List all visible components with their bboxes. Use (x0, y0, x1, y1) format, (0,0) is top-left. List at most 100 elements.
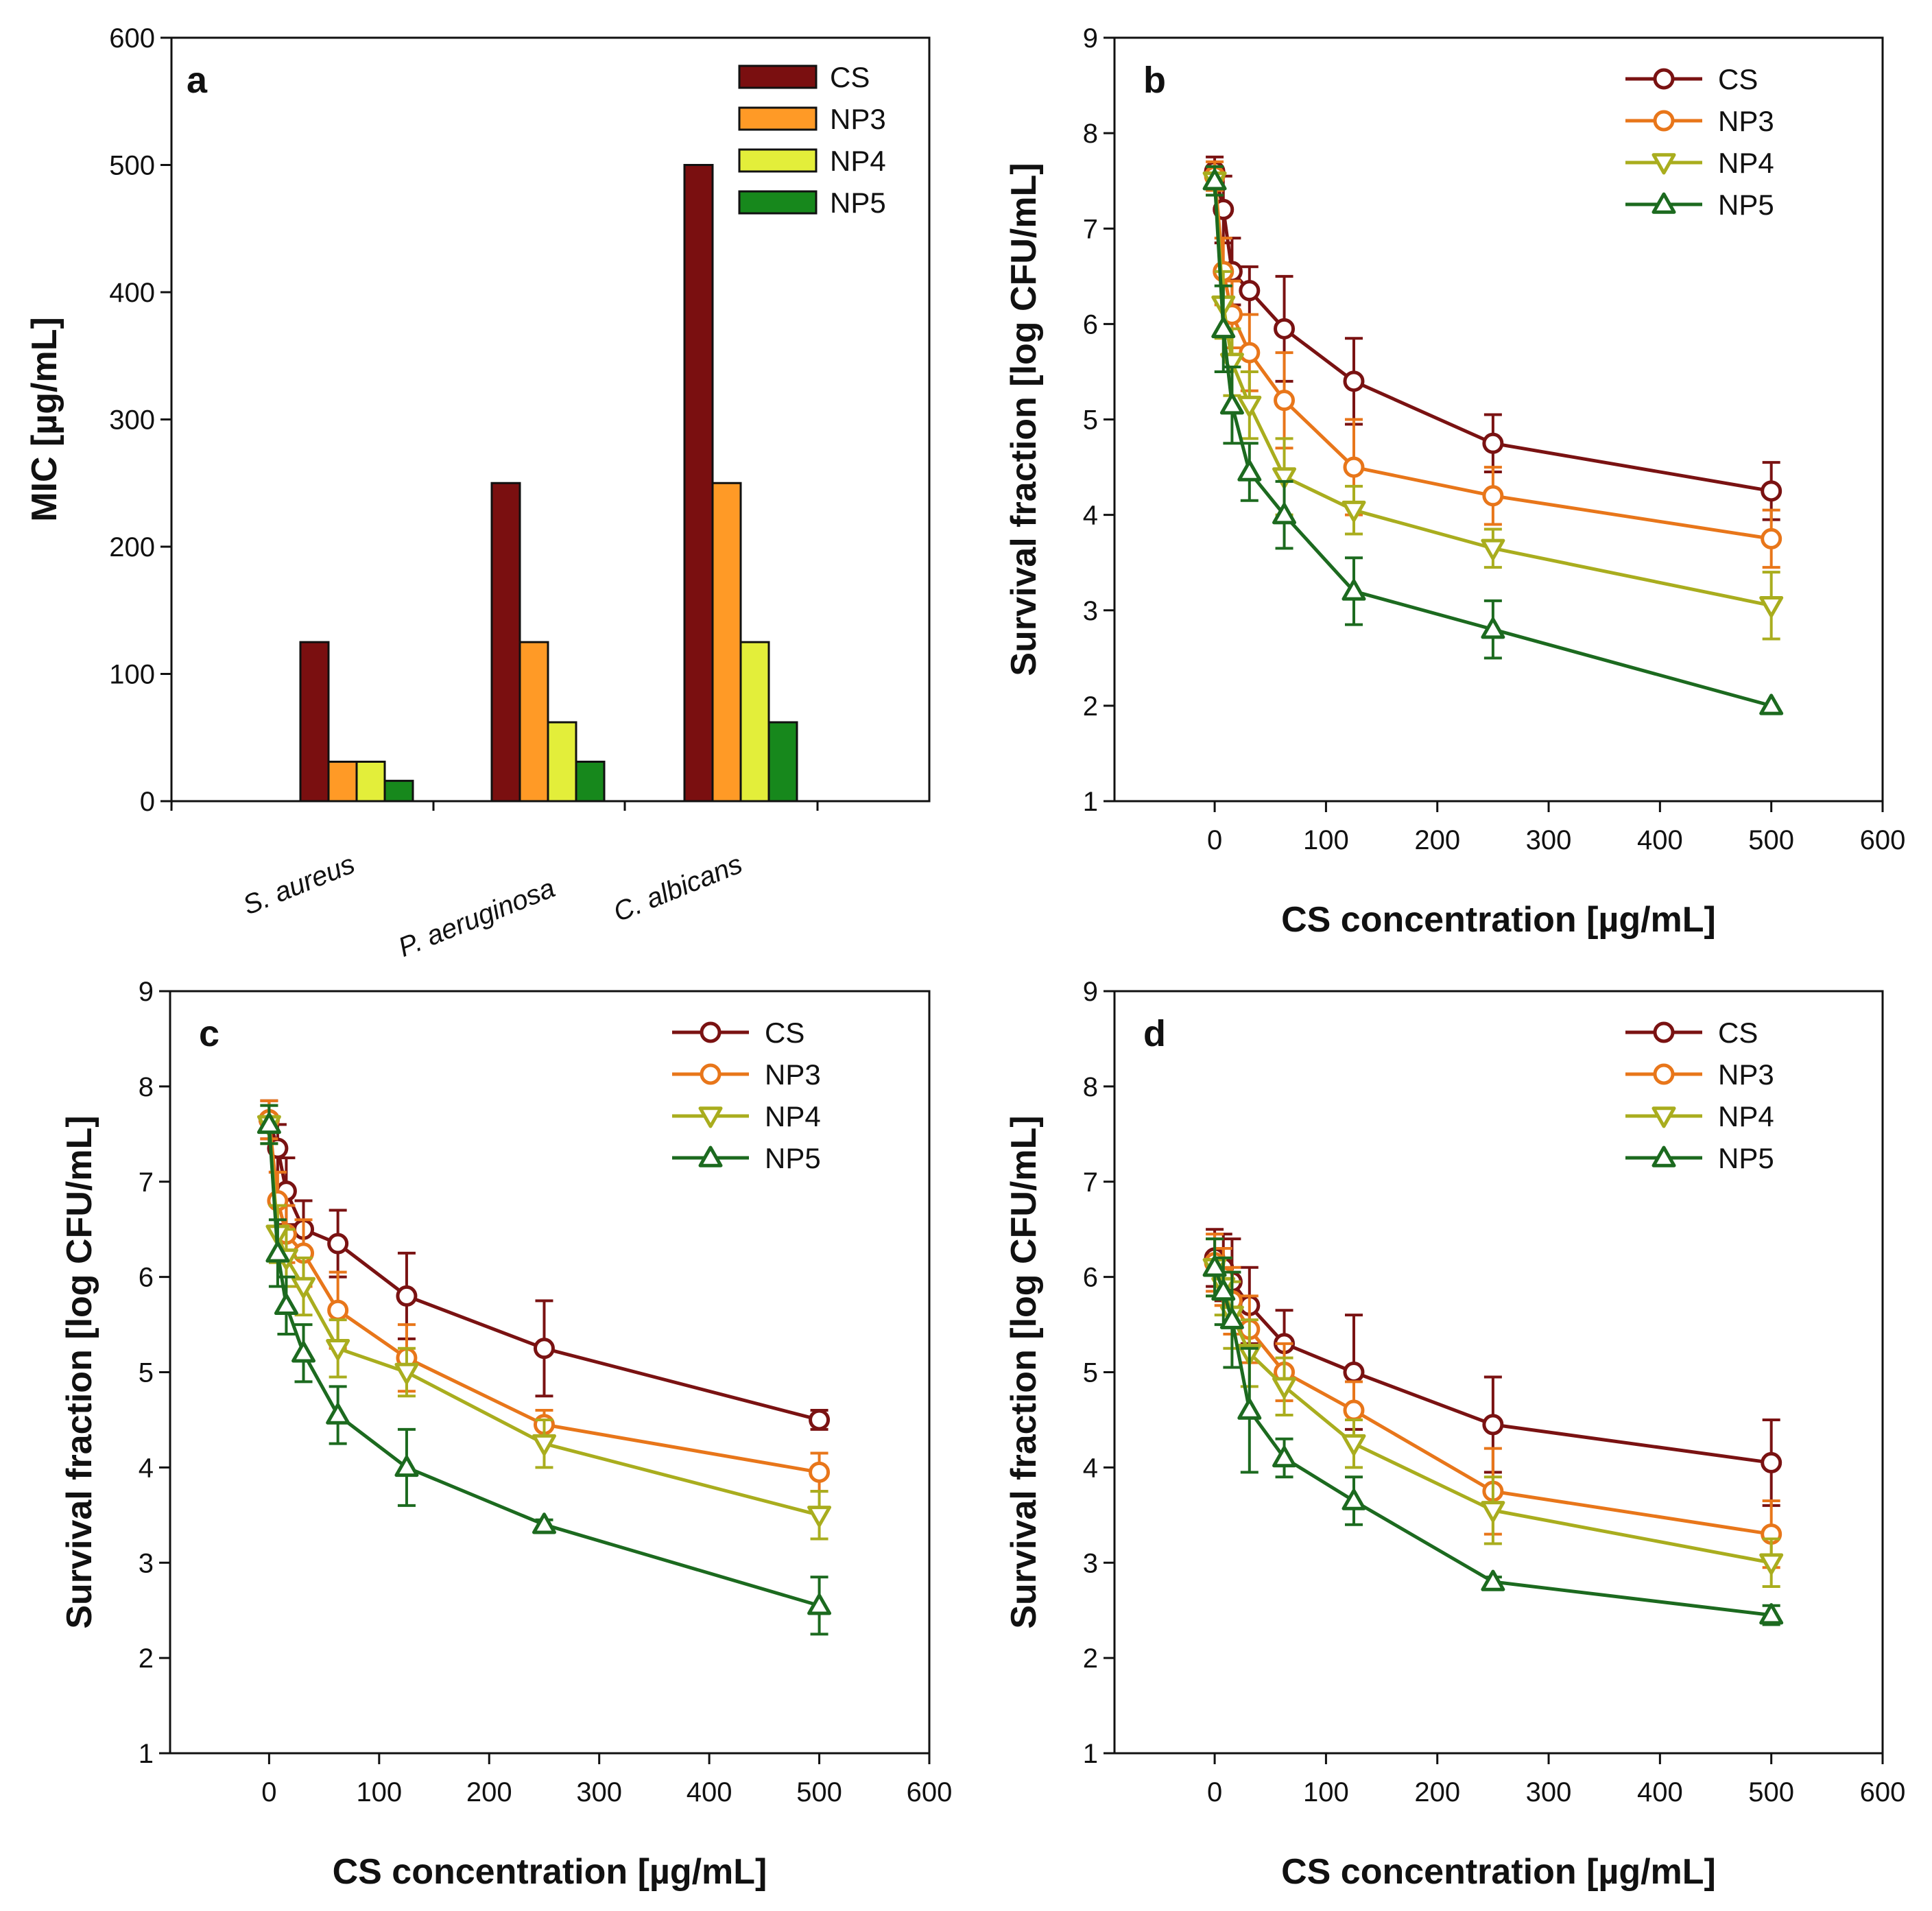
data-point-np3-4 (327, 1299, 349, 1321)
x-tick-label: 500 (796, 1777, 842, 1807)
x-tick-label: 600 (1860, 825, 1906, 855)
y-tick-label: 200 (109, 532, 155, 562)
x-tick-label: 500 (1748, 1777, 1794, 1807)
y-tick-label: 8 (1083, 1072, 1098, 1102)
legend-label-cs: CS (765, 1017, 804, 1049)
legend-swatch-np4 (738, 148, 818, 173)
y-tick-label: 2 (1083, 1643, 1098, 1674)
y-tick-label: 4 (139, 1453, 154, 1483)
y-tick-label: 2 (1083, 691, 1098, 722)
data-point-np4-4 (326, 1339, 350, 1361)
y-tick-label: 8 (1083, 119, 1098, 149)
data-point-cs-6 (1482, 432, 1504, 454)
y-tick-label: 400 (109, 278, 155, 308)
category-label: C. albicans (609, 849, 746, 928)
data-point-np4-5 (394, 1362, 419, 1384)
bar-np5-s-aureus (383, 779, 414, 803)
y-tick-label: 1 (1083, 787, 1098, 817)
bar-cs-s-aureus (299, 641, 330, 803)
data-point-np5-7 (1759, 1603, 1784, 1625)
data-point-np4-6 (1481, 1501, 1505, 1523)
legend: CS NP3 NP4 NP5 (1625, 1017, 1774, 1174)
category-label: S. aureus (239, 849, 359, 921)
panel-c: 1 2 3 4 5 6 7 8 9 0 100 200 300 400 500 600 Survival fra… (60, 977, 952, 1892)
data-point-cs-7 (1761, 480, 1782, 502)
x-tick-label: 0 (1207, 1777, 1222, 1807)
data-point-np5-5 (394, 1455, 419, 1477)
panel-a: 0 100 200 300 400 500 600 MIC [µg/mL] S. aureus P… (25, 23, 931, 963)
data-point-np4-4 (1272, 467, 1297, 489)
bar-cs-c-albicans (683, 164, 714, 803)
x-tick-label: 600 (1860, 1777, 1906, 1807)
data-point-cs-3 (1239, 280, 1261, 302)
y-tick-label: 7 (139, 1167, 154, 1198)
legend-marker-np4 (1651, 153, 1676, 175)
panel-b: 1 2 3 4 5 6 7 8 9 0 100 200 300 400 500 600 Survival fra… (1004, 23, 1905, 940)
y-axis-title: MIC [µg/mL] (25, 317, 64, 522)
data-point-cs-4 (1274, 318, 1296, 340)
legend-label-np4: NP4 (830, 145, 886, 177)
data-point-np5-6 (1481, 1569, 1505, 1591)
data-point-np4-7 (1759, 596, 1784, 618)
data-point-np3-7 (809, 1461, 831, 1483)
data-point-cs-7 (809, 1409, 831, 1431)
data-point-cs-5 (1343, 1362, 1365, 1383)
x-tick-label: 100 (1303, 1777, 1349, 1807)
legend-swatch-np3 (738, 106, 818, 131)
legend-label-cs: CS (830, 61, 870, 93)
x-tick-label: 300 (1526, 825, 1572, 855)
legend-label-cs: CS (1718, 63, 1758, 95)
x-tick-label: 500 (1748, 825, 1794, 855)
x-tick-label: 600 (907, 1777, 953, 1807)
data-point-np5-2 (1219, 1307, 1244, 1329)
legend-marker-np5 (1651, 1146, 1676, 1167)
legend: CS NP3 NP4 NP5 (1625, 63, 1774, 221)
x-tick-label: 0 (261, 1777, 276, 1807)
data-point-cs-6 (1482, 1414, 1504, 1436)
series-np3 (1204, 160, 1782, 569)
bar-np5-c-albicans (767, 721, 798, 803)
bar-np3-c-albicans (711, 482, 742, 803)
series-np5 (257, 1104, 832, 1636)
x-tick-label: 400 (1637, 825, 1683, 855)
data-point-np4-5 (1341, 1434, 1366, 1456)
y-tick-label: 9 (1083, 977, 1098, 1007)
y-tick-label: 3 (139, 1548, 154, 1578)
y-tick-label: 5 (1083, 405, 1098, 436)
y-tick-label: 4 (1083, 1453, 1098, 1483)
data-point-np3-6 (1482, 485, 1504, 507)
data-point-np5-5 (1341, 1488, 1366, 1510)
y-tick-label: 1 (139, 1739, 154, 1769)
data-point-np5-4 (1272, 1445, 1297, 1468)
series-cs (258, 1099, 831, 1431)
y-tick-label: 9 (139, 977, 154, 1007)
x-axis-title: CS concentration [µg/mL] (1281, 1852, 1716, 1892)
bar-np4-p-aeruginosa (547, 721, 577, 803)
y-tick-label: 6 (139, 1263, 154, 1293)
legend-label-np5: NP5 (1718, 189, 1774, 221)
data-point-np3-5 (1343, 1399, 1365, 1421)
x-tick-label: 300 (576, 1777, 622, 1807)
data-point-np3-3 (1239, 342, 1261, 364)
bar-np5-p-aeruginosa (575, 760, 606, 803)
data-point-np5-1 (1211, 1279, 1236, 1301)
x-axis-title: CS concentration [µg/mL] (1281, 900, 1716, 940)
legend-marker-cs (700, 1021, 721, 1043)
bar-np4-s-aureus (355, 760, 386, 803)
y-tick-label: 0 (140, 787, 155, 817)
x-tick-label: 0 (1207, 825, 1222, 855)
y-axis-title: Survival fraction [log CFU/mL] (1004, 163, 1044, 676)
data-point-np5-3 (1237, 1398, 1262, 1420)
legend-label-np3: NP3 (830, 103, 886, 135)
legend-label-np4: NP4 (765, 1100, 821, 1132)
x-tick-label: 100 (1303, 825, 1349, 855)
x-axis-title: CS concentration [µg/mL] (333, 1852, 767, 1892)
data-point-np4-5 (1341, 500, 1366, 523)
data-point-np4-4 (1272, 1377, 1297, 1399)
bar-np3-s-aureus (327, 760, 358, 803)
series-cs (1204, 155, 1782, 521)
legend-label-np3: NP3 (1718, 105, 1774, 137)
panel-letter: d (1143, 1013, 1166, 1054)
data-point-np5-0 (257, 1112, 281, 1135)
